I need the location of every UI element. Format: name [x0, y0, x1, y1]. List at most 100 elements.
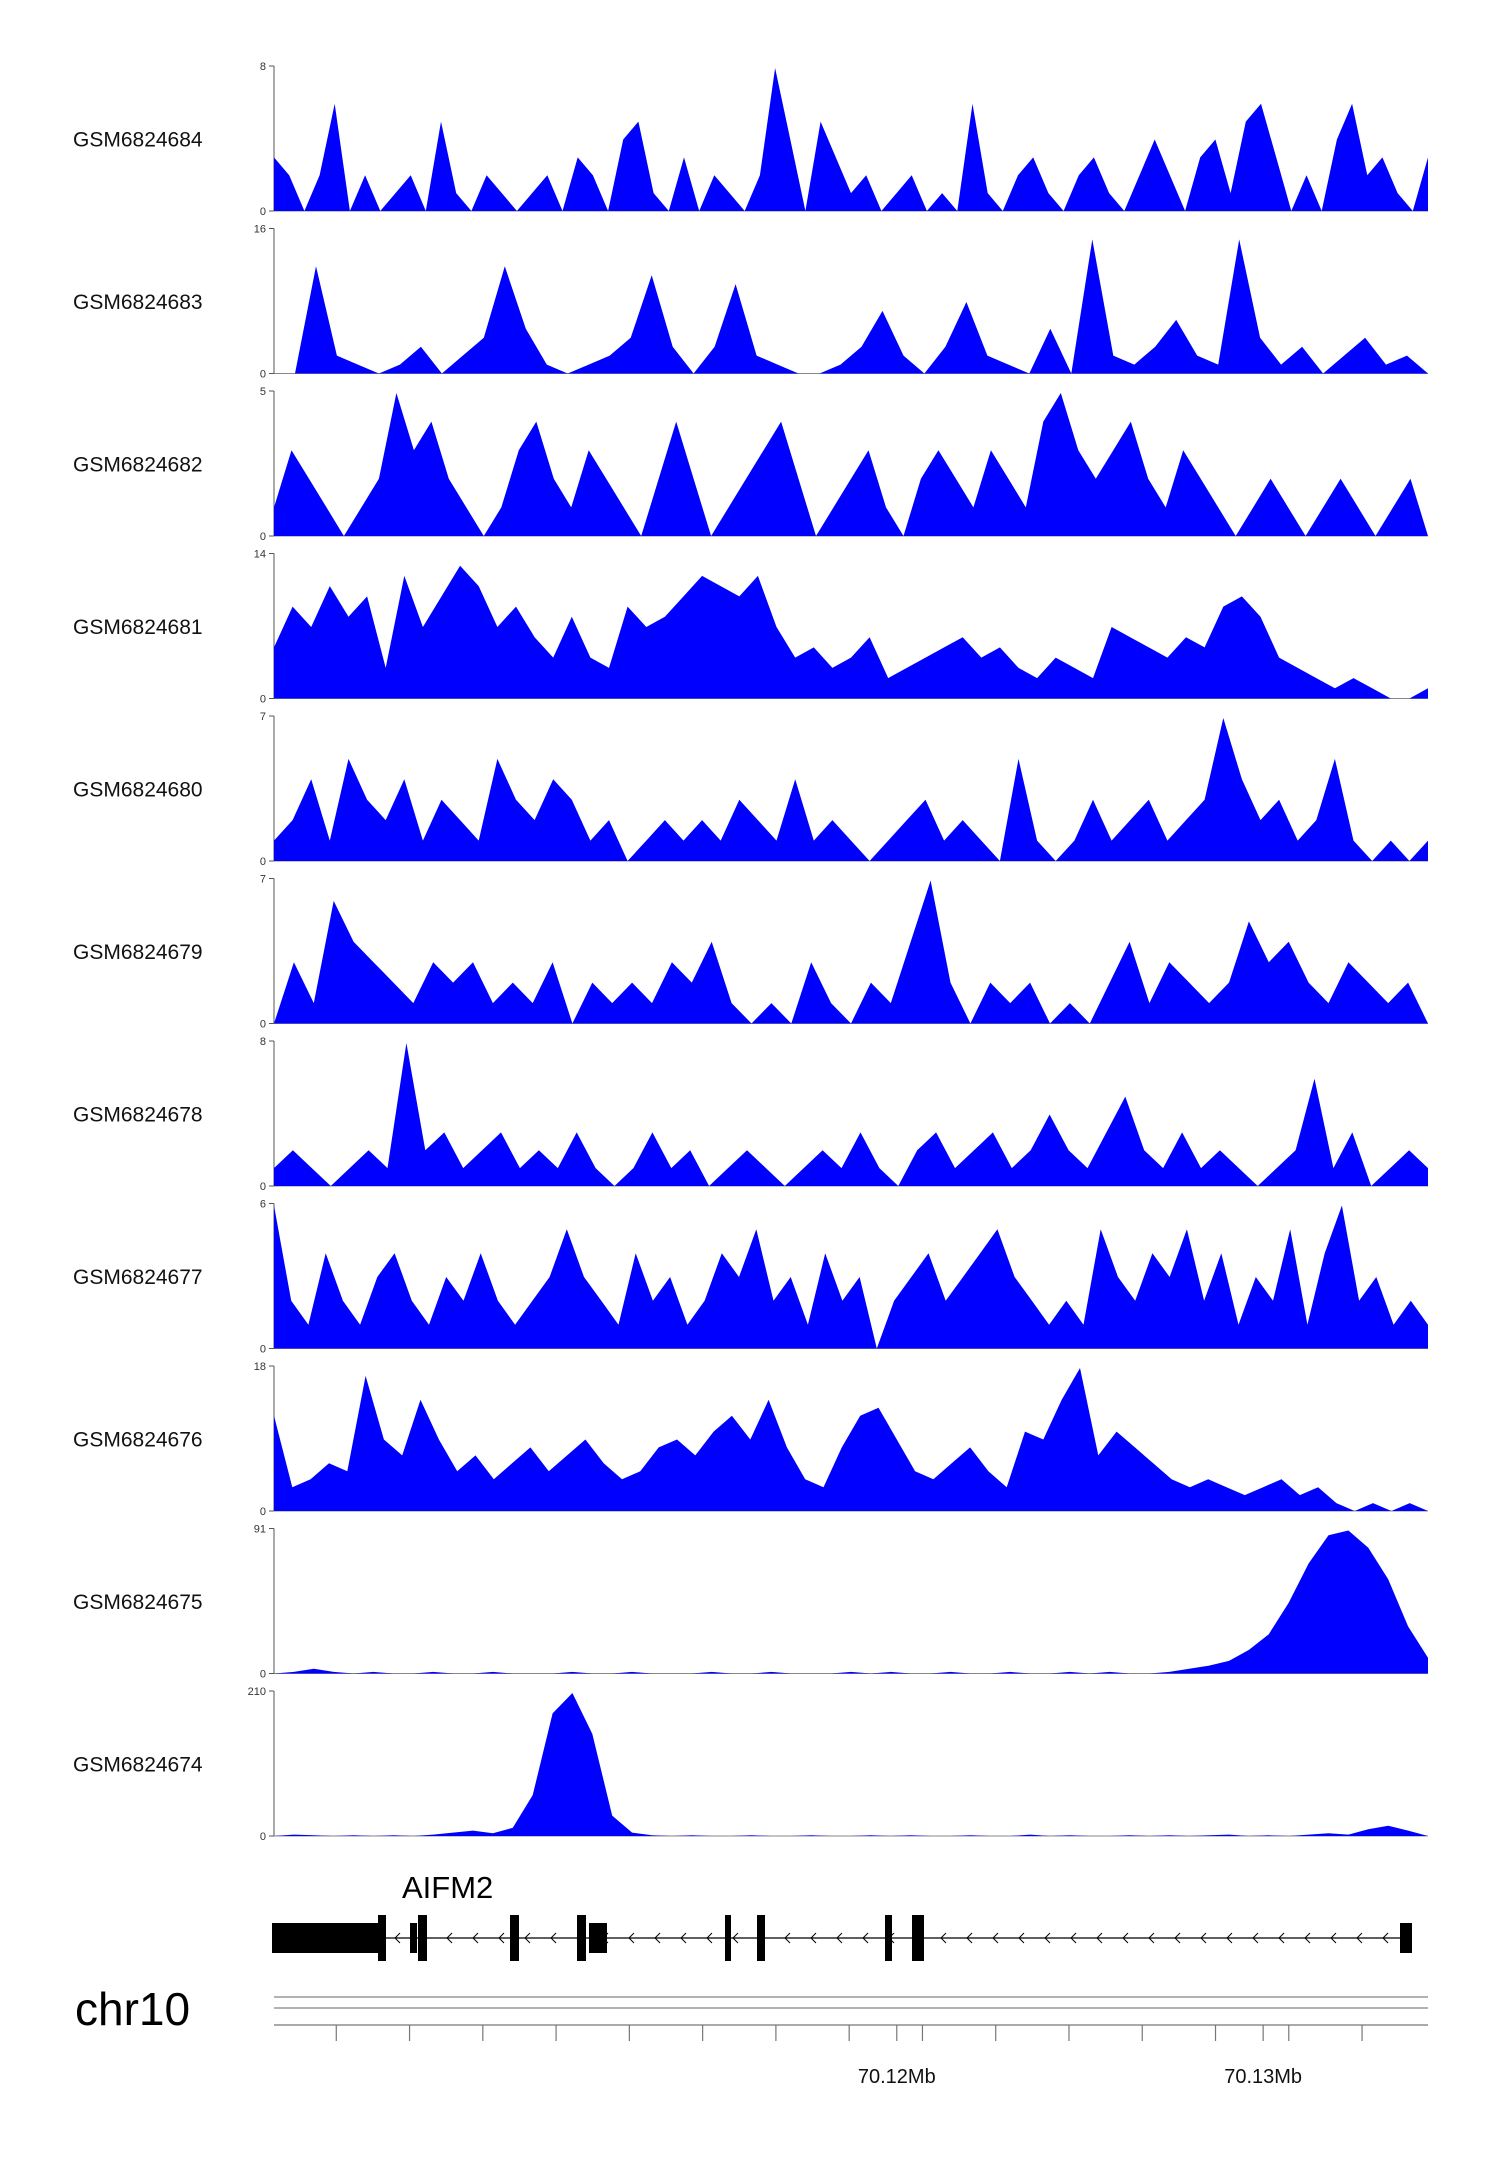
- strand-arrow: [1382, 1932, 1389, 1944]
- gene-label: AIFM2: [402, 1870, 493, 1905]
- signal-area: [274, 880, 1428, 1024]
- chromosome-label: chr10: [75, 1983, 190, 2035]
- y-tick-label-max: 14: [254, 549, 266, 561]
- y-tick-label-max: 210: [248, 1686, 266, 1698]
- strand-arrow: [966, 1932, 973, 1944]
- track-label: GSM6824683: [73, 291, 203, 314]
- strand-arrow: [706, 1932, 713, 1944]
- track-label: GSM6824684: [73, 129, 203, 152]
- y-tick-label-max: 8: [260, 61, 266, 73]
- track-label: GSM6824681: [73, 616, 203, 639]
- y-tick-label-max: 5: [260, 386, 266, 398]
- track-label: GSM6824678: [73, 1104, 203, 1127]
- strand-arrow: [446, 1932, 453, 1944]
- signal-area: [274, 393, 1428, 536]
- strand-arrow: [784, 1932, 791, 1944]
- strand-arrow: [1096, 1932, 1103, 1944]
- strand-arrow: [1070, 1932, 1077, 1944]
- gene-exon: [917, 1915, 924, 1961]
- y-tick-label-min: 0: [260, 1344, 266, 1356]
- y-tick-label-min: 0: [260, 1181, 266, 1193]
- y-tick-label-max: 18: [254, 1361, 266, 1373]
- y-tick-label-min: 0: [260, 1019, 266, 1031]
- strand-arrow: [1122, 1932, 1129, 1944]
- strand-arrow: [1174, 1932, 1181, 1944]
- track-GSM6824679: GSM6824679 7 0: [73, 874, 1428, 1031]
- strand-arrow: [550, 1932, 557, 1944]
- strand-arrow: [1044, 1932, 1051, 1944]
- strand-arrow: [654, 1932, 661, 1944]
- track-label: GSM6824676: [73, 1429, 203, 1452]
- signal-area: [274, 1205, 1428, 1349]
- strand-arrow: [810, 1932, 817, 1944]
- track-GSM6824674: GSM6824674 210 0: [73, 1686, 1428, 1843]
- signal-area: [274, 1368, 1428, 1511]
- gene-exon: [510, 1915, 519, 1961]
- y-tick-label-min: 0: [260, 694, 266, 706]
- y-tick-label-max: 91: [254, 1524, 266, 1536]
- strand-arrow: [394, 1932, 401, 1944]
- track-label: GSM6824675: [73, 1591, 203, 1614]
- y-tick-label-max: 7: [260, 711, 266, 723]
- y-tick-label-max: 16: [254, 224, 266, 236]
- signal-area: [274, 1693, 1428, 1836]
- y-tick-label-max: 8: [260, 1036, 266, 1048]
- y-tick-label-min: 0: [260, 1669, 266, 1681]
- y-tick-label-min: 0: [260, 1506, 266, 1518]
- track-label: GSM6824677: [73, 1266, 203, 1289]
- y-tick-label-max: 6: [260, 1199, 266, 1211]
- strand-arrow: [1278, 1932, 1285, 1944]
- gene-exon: [410, 1923, 417, 1953]
- x-tick-label: 70.12Mb: [858, 2066, 936, 2088]
- strand-arrow: [836, 1932, 843, 1944]
- track-GSM6824676: GSM6824676 18 0: [73, 1361, 1428, 1518]
- track-label: GSM6824679: [73, 941, 203, 964]
- signal-area: [274, 1043, 1428, 1186]
- x-tick-label: 70.13Mb: [1224, 2066, 1302, 2088]
- track-GSM6824677: GSM6824677 6 0: [73, 1199, 1428, 1356]
- strand-arrow: [1018, 1932, 1025, 1944]
- signal-tracks: GSM682468480GSM6824683160GSM682468250GSM…: [73, 61, 1428, 1843]
- strand-arrow: [680, 1932, 687, 1944]
- strand-arrow: [1200, 1932, 1207, 1944]
- track-GSM6824675: GSM6824675 91 0: [73, 1524, 1428, 1681]
- gene-exon: [1400, 1923, 1412, 1953]
- strand-arrow: [862, 1932, 869, 1944]
- y-tick-label-min: 0: [260, 856, 266, 868]
- y-tick-label-max: 7: [260, 874, 266, 886]
- gene-exon: [589, 1923, 607, 1953]
- gene-exon: [757, 1915, 765, 1961]
- y-tick-label-min: 0: [260, 206, 266, 218]
- track-label: GSM6824680: [73, 779, 203, 802]
- gene-exon: [418, 1915, 427, 1961]
- signal-area: [274, 565, 1428, 699]
- gene-exon: [378, 1915, 386, 1961]
- strand-arrow: [1148, 1932, 1155, 1944]
- track-GSM6824682: GSM6824682 5 0: [73, 386, 1428, 543]
- strand-arrow: [940, 1932, 947, 1944]
- gene-exon: [272, 1923, 380, 1953]
- track-label: GSM6824682: [73, 454, 203, 477]
- strand-arrow: [472, 1932, 479, 1944]
- track-GSM6824680: GSM6824680 7 0: [73, 711, 1428, 868]
- strand-arrow: [1356, 1932, 1363, 1944]
- gene-annotation-track: AIFM2: [272, 1870, 1412, 1961]
- strand-arrow: [1330, 1932, 1337, 1944]
- genome-axis: chr10 70.12Mb 70.13Mb: [75, 1983, 1428, 2088]
- y-tick-label-min: 0: [260, 369, 266, 381]
- track-GSM6824684: GSM6824684 8 0: [73, 61, 1428, 218]
- track-GSM6824681: GSM6824681 14 0: [73, 549, 1428, 706]
- gene-exon: [885, 1915, 892, 1961]
- track-label: GSM6824674: [73, 1754, 203, 1777]
- strand-arrow: [992, 1932, 999, 1944]
- gene-exon: [725, 1915, 731, 1961]
- strand-arrow: [628, 1932, 635, 1944]
- signal-area: [274, 68, 1428, 211]
- signal-area: [274, 239, 1428, 374]
- strand-arrow: [1304, 1932, 1311, 1944]
- strand-arrow: [524, 1932, 531, 1944]
- gene-exon: [577, 1915, 586, 1961]
- track-GSM6824678: GSM6824678 8 0: [73, 1036, 1428, 1193]
- track-GSM6824683: GSM6824683 16 0: [73, 224, 1428, 381]
